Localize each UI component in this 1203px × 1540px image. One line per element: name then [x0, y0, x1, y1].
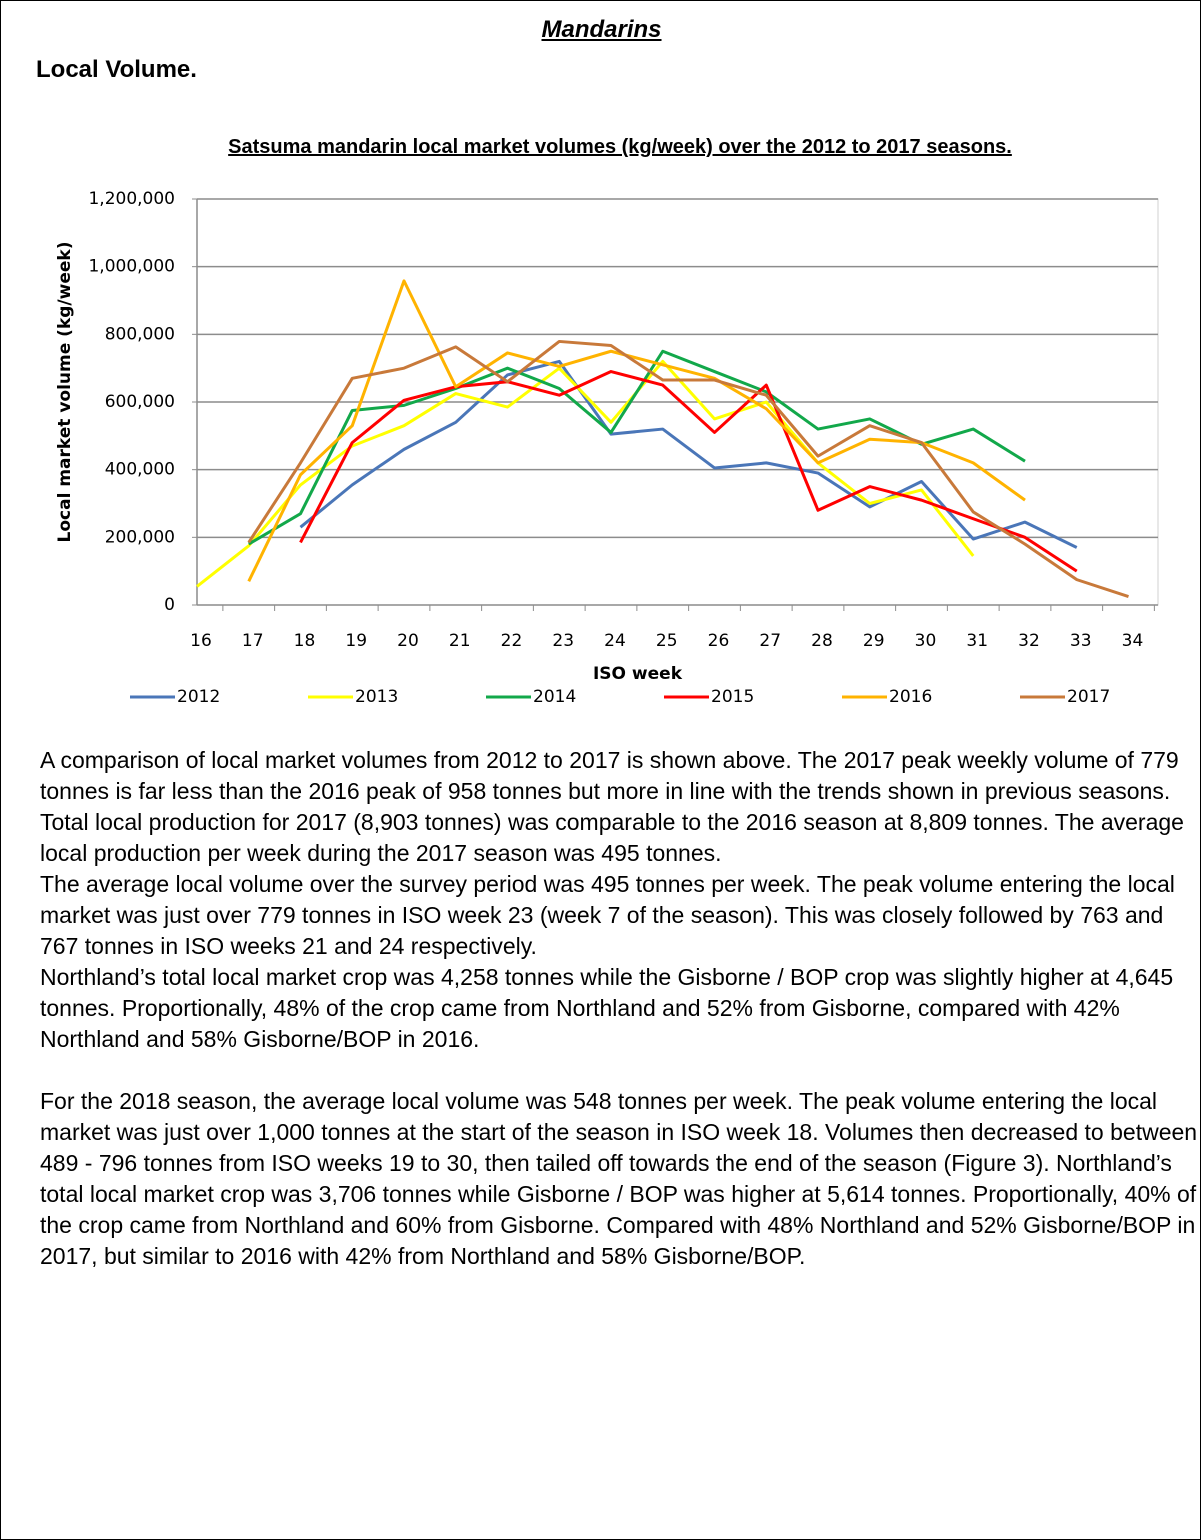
x-tick-label: 24 [604, 631, 626, 651]
y-tick-label: 1,000,000 [88, 257, 175, 277]
body-text: A comparison of local market volumes fro… [40, 745, 1200, 1272]
chart: 0 200,000 400,000 600,000 800,000 1,000,000 1,… [55, 189, 1159, 707]
paragraph: The average local volume over the survey… [40, 871, 1175, 959]
x-tick-label: 32 [1018, 631, 1040, 651]
x-tick-label: 23 [552, 631, 574, 651]
x-tick-label: 26 [708, 631, 730, 651]
section-heading: Local Volume. [36, 56, 197, 83]
legend-label: 2017 [1067, 687, 1110, 707]
legend-label: 2015 [711, 687, 754, 707]
paragraph: Total local production for 2017 (8,903 t… [40, 809, 1184, 866]
legend-label: 2012 [177, 687, 220, 707]
page-title: Mandarins [541, 16, 662, 43]
x-tick-label: 22 [501, 631, 523, 651]
y-tick-label: 600,000 [105, 392, 175, 412]
series-line [247, 279, 1026, 582]
x-tick-label: 20 [397, 631, 419, 651]
x-tick-label: 27 [759, 631, 781, 651]
y-tick-label: 0 [164, 595, 175, 615]
chart-title: Satsuma mandarin local market volumes (k… [228, 136, 1012, 158]
y-tick-label: 800,000 [105, 324, 175, 344]
x-tick-label: 21 [449, 631, 471, 651]
paragraph: Northland’s total local market crop was … [40, 964, 1174, 1052]
x-tick-label: 18 [294, 631, 316, 651]
series-line [196, 359, 975, 588]
x-tick-label: 19 [345, 631, 367, 651]
legend-label: 2016 [889, 687, 932, 707]
legend-label: 2013 [355, 687, 398, 707]
x-tick-label: 34 [1122, 631, 1144, 651]
x-tick-label: 16 [190, 631, 212, 651]
y-tick-label: 400,000 [105, 460, 175, 480]
paragraph: A comparison of local market volumes fro… [40, 747, 1179, 804]
x-tick-label: 33 [1070, 631, 1092, 651]
y-tick-label: 1,200,000 [88, 189, 175, 209]
paragraph: For the 2018 season, the average local v… [40, 1088, 1198, 1269]
y-tick-label: 200,000 [105, 527, 175, 547]
legend-label: 2014 [533, 687, 576, 707]
x-tick-label: 30 [915, 631, 937, 651]
x-tick-label: 17 [242, 631, 264, 651]
x-tick-label: 25 [656, 631, 678, 651]
x-tick-label: 31 [966, 631, 988, 651]
y-axis-title: Local market volume (kg/week) [55, 242, 75, 543]
x-axis-title: ISO week [593, 664, 683, 684]
series-line [247, 349, 1026, 546]
series-line [299, 370, 1078, 573]
series-line [247, 339, 1129, 598]
x-tick-label: 28 [811, 631, 833, 651]
x-tick-label: 29 [863, 631, 885, 651]
